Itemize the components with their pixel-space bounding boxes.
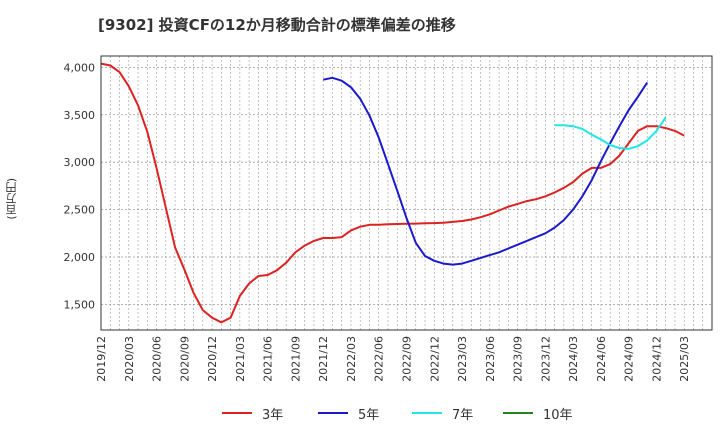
legend-label: 5年: [358, 407, 380, 423]
series-line-7年: [554, 117, 667, 150]
legend-label: 10年: [543, 407, 573, 423]
x-tick-label: 2021/09: [289, 336, 302, 382]
x-tick-label: 2024/12: [650, 336, 663, 382]
x-tick-label: 2021/12: [317, 336, 330, 382]
legend-item: 3年: [222, 403, 283, 423]
x-tick-label: 2022/09: [401, 336, 414, 382]
x-tick-label: 2020/12: [206, 336, 219, 382]
legend-swatch: [412, 412, 442, 414]
legend-swatch: [222, 412, 252, 414]
x-tick-label: 2023/09: [512, 336, 525, 382]
x-tick-label: 2022/06: [373, 336, 386, 382]
x-tick-labels: 2019/12 2020/03 2020/06 2020/09 2020/12 2021/…: [95, 336, 691, 382]
x-tick-label: 2023/12: [539, 336, 552, 382]
legend-item: 5年: [318, 403, 379, 423]
chart-title: [9302] 投資CFの12か月移動合計の標準偏差の推移: [98, 16, 456, 34]
legend-swatch: [318, 412, 348, 414]
x-tick-label: 2023/06: [484, 336, 497, 382]
series-lines: [100, 62, 685, 324]
legend-item: 7年: [412, 403, 473, 423]
series-line-5年: [322, 76, 649, 266]
x-tick-label: 2020/09: [178, 336, 191, 382]
x-tick-label: 2022/03: [345, 336, 358, 382]
y-tick-label: 3,500: [64, 109, 96, 122]
legend-label: 3年: [262, 407, 284, 423]
y-tick-labels: 1,500 2,000 2,500 3,000 3,500 4,000: [64, 61, 96, 311]
x-tick-label: 2019/12: [95, 336, 108, 382]
x-tick-label: 2024/09: [623, 336, 636, 382]
x-tick-label: 2023/03: [456, 336, 469, 382]
x-tick-label: 2021/03: [234, 336, 247, 382]
x-tick-label: 2022/12: [428, 336, 441, 382]
plot-frame: [100, 55, 713, 331]
y-tick-label: 4,000: [64, 61, 96, 74]
x-tick-label: 2021/06: [262, 336, 275, 382]
x-tick-label: 2024/06: [595, 336, 608, 382]
y-tick-label: 2,000: [64, 251, 96, 264]
x-tick-label: 2020/03: [123, 336, 136, 382]
legend-swatch: [503, 412, 533, 414]
x-tick-label: 2024/03: [567, 336, 580, 382]
series-line-3年: [100, 62, 685, 324]
legend-label: 7年: [452, 407, 474, 423]
y-tick-label: 2,500: [64, 204, 96, 217]
y-tick-label: 1,500: [64, 298, 96, 311]
y-tick-label: 3,000: [64, 156, 96, 169]
legend-item: 10年: [503, 403, 573, 423]
x-tick-label: 2020/06: [151, 336, 164, 382]
x-tick-label: 2025/03: [678, 336, 691, 382]
